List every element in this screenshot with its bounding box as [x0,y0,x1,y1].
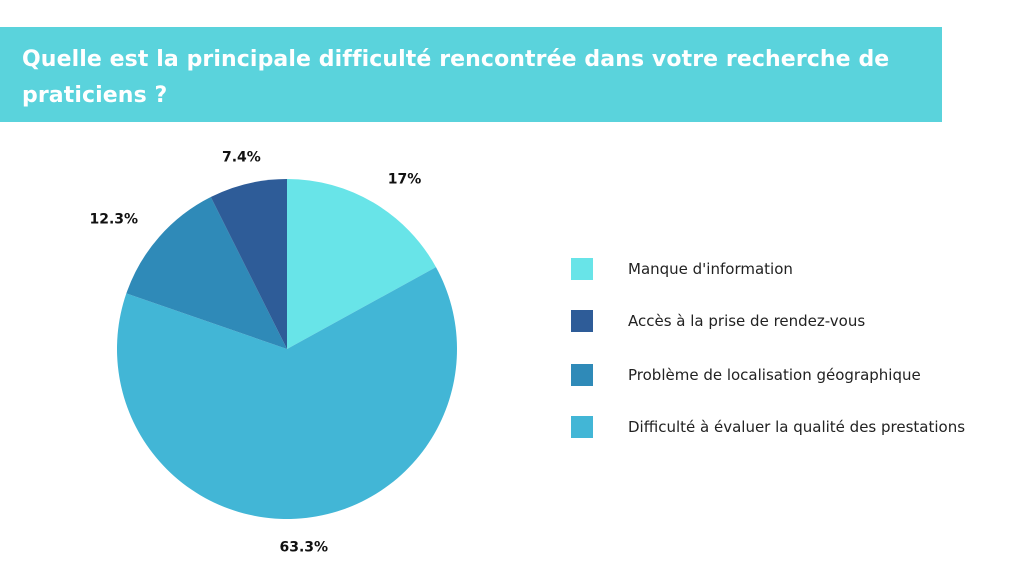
slice-percent-label: 63.3% [279,539,328,555]
pie-slice [126,197,287,349]
title-banner: Quelle est la principale difficulté renc… [0,27,942,122]
legend-label: Accès à la prise de rendez-vous [628,312,866,330]
legend-label: Manque d'information [628,260,793,278]
slice-percent-label: 17% [388,172,422,188]
legend-swatch [571,364,593,386]
pie-slice [210,179,287,349]
legend-item: Manque d'information [571,258,991,282]
chart-title: Quelle est la principale difficulté renc… [22,47,890,108]
pie-slice [287,179,436,349]
legend-item: Problème de localisation géographique [571,364,991,388]
legend-item: Accès à la prise de rendez-vous [571,310,991,334]
pie-slice [117,267,457,519]
slice-percent-label: 12.3% [89,212,138,228]
legend-item: Difficulté à évaluer la qualité des pres… [571,416,991,440]
legend-label: Problème de localisation géographique [628,366,921,384]
legend-label: Difficulté à évaluer la qualité des pres… [628,418,966,436]
legend-swatch [571,310,593,332]
legend-swatch [571,416,593,438]
legend-swatch [571,258,593,280]
slice-percent-label: 7.4% [222,149,261,165]
